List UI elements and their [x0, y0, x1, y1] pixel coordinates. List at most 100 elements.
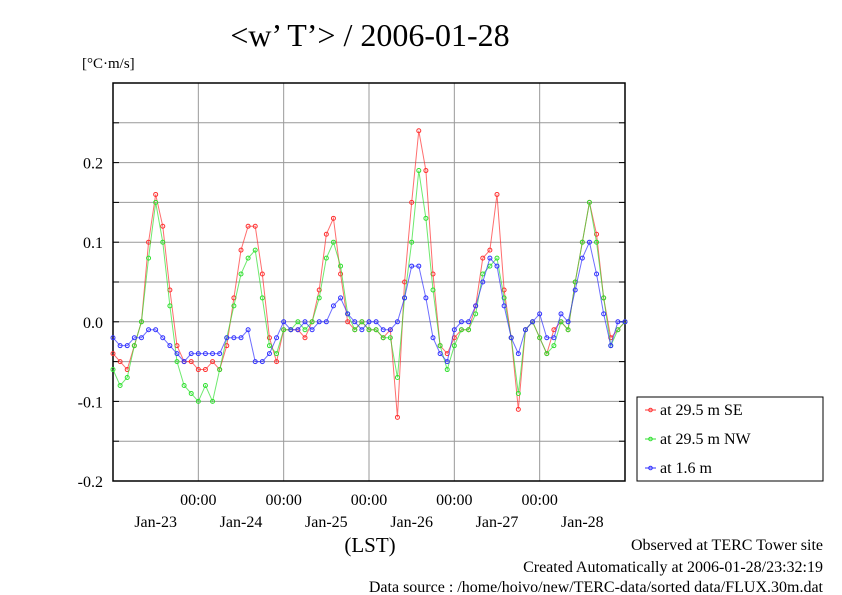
data-point: [608, 343, 614, 349]
data-point: [494, 191, 500, 197]
data-point: [430, 287, 436, 293]
data-point: [345, 311, 351, 317]
data-point: [345, 319, 351, 325]
data-point: [366, 319, 372, 325]
data-point: [430, 335, 436, 341]
data-point: [515, 390, 521, 396]
data-point: [309, 319, 315, 325]
data-point: [572, 287, 578, 293]
data-point: [323, 231, 329, 237]
series-line: [112, 170, 626, 403]
data-point: [451, 343, 457, 349]
data-point: [117, 382, 123, 388]
data-point: [302, 319, 308, 325]
legend: at 29.5 m SE at 29.5 m NW at 1.6 m: [636, 396, 824, 482]
legend-swatch-marker: [648, 465, 653, 471]
data-point: [409, 263, 415, 269]
data-point: [494, 263, 500, 269]
data-point: [423, 168, 429, 174]
data-point: [266, 343, 272, 349]
footer-site: Observed at TERC Tower site: [631, 537, 823, 554]
data-point: [359, 327, 365, 333]
data-point: [537, 335, 543, 341]
data-point: [544, 335, 550, 341]
footer-source: Data source : /home/hoivo/new/TERC-data/…: [369, 579, 824, 595]
x-day-label: Jan-24: [220, 514, 263, 531]
data-point: [224, 335, 230, 341]
data-point: [266, 351, 272, 357]
data-point: [359, 319, 365, 325]
x-tick-label: 00:00: [265, 492, 301, 509]
data-point: [594, 231, 600, 237]
data-point: [146, 255, 152, 261]
data-point: [352, 319, 358, 325]
series-line: [112, 240, 625, 363]
data-point: [579, 239, 585, 245]
data-point: [309, 327, 315, 333]
data-point: [416, 168, 422, 174]
data-point: [252, 223, 258, 229]
data-point: [281, 327, 287, 333]
data-point: [131, 343, 137, 349]
data-point: [131, 335, 137, 341]
data-point: [338, 271, 344, 277]
data-point: [202, 351, 208, 357]
data-point: [338, 295, 344, 301]
data-point: [117, 343, 123, 349]
data-point: [195, 398, 201, 404]
data-point: [537, 311, 543, 317]
data-point: [394, 375, 400, 381]
data-point: [551, 343, 557, 349]
x-tick-label: 00:00: [351, 492, 387, 509]
data-point: [110, 351, 116, 357]
data-point: [522, 327, 528, 333]
data-point: [124, 375, 130, 381]
data-point: [565, 327, 571, 333]
data-point: [210, 359, 216, 365]
data-point: [160, 335, 166, 341]
y-tick-label: 0.0: [83, 315, 103, 332]
data-point: [466, 327, 472, 333]
data-point: [281, 319, 287, 325]
data-point: [594, 239, 600, 245]
data-point: [451, 327, 457, 333]
data-point: [586, 239, 592, 245]
data-point: [352, 327, 358, 333]
legend-label: at 1.6 m: [660, 460, 713, 477]
data-point: [601, 295, 607, 301]
data-point: [124, 343, 130, 349]
x-tick-label: 00:00: [521, 492, 557, 509]
data-point: [565, 319, 571, 325]
data-point: [494, 255, 500, 261]
data-point: [316, 287, 322, 293]
data-point: [259, 295, 265, 301]
legend-swatch-marker: [648, 407, 653, 413]
data-point: [409, 199, 415, 205]
data-point: [515, 351, 521, 357]
x-day-label: Jan-28: [561, 514, 604, 531]
data-point: [217, 351, 223, 357]
data-point: [480, 279, 486, 285]
x-tick-label: 00:00: [180, 492, 216, 509]
data-point: [231, 335, 237, 341]
data-point: [238, 335, 244, 341]
footer-created: Created Automatically at 2006-01-28/23:3…: [523, 559, 823, 576]
chart-title: <w’ T’> / 2006-01-28: [230, 17, 509, 53]
data-point: [316, 319, 322, 325]
data-point: [160, 239, 166, 245]
data-point: [444, 359, 450, 365]
data-point: [274, 351, 280, 357]
legend-label: at 29.5 m SE: [660, 402, 743, 419]
data-point: [380, 335, 386, 341]
data-point: [501, 295, 507, 301]
data-point: [167, 303, 173, 309]
data-point: [288, 327, 294, 333]
data-point: [110, 367, 116, 373]
series-2: [110, 239, 628, 365]
grid: [113, 83, 625, 481]
data-point: [551, 335, 557, 341]
data-point: [387, 327, 393, 333]
data-point: [266, 335, 272, 341]
